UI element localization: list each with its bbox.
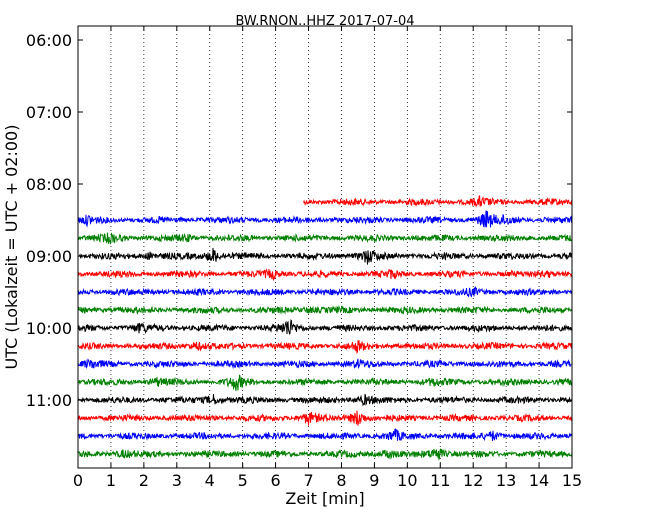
seismogram-trace (303, 194, 573, 207)
y-tick-label: 06:00 (26, 31, 72, 50)
x-tick-label: 9 (369, 471, 379, 490)
x-tick-label: 8 (336, 471, 346, 490)
x-tick-label: 6 (271, 471, 281, 490)
x-tick-label: 3 (172, 471, 182, 490)
x-tick-label: 11 (430, 471, 450, 490)
seismogram-trace (77, 374, 573, 392)
seismogram-trace (77, 319, 573, 335)
y-tick-label: 09:00 (26, 247, 72, 266)
x-tick-label: 4 (205, 471, 215, 490)
seismogram-trace (77, 268, 573, 282)
seismogram-trace (77, 428, 573, 442)
x-axis: 0 1 2 3 4 5 6 7 8 9 10 11 12 13 14 15 (73, 26, 582, 490)
y-axis-label: UTC (Lokalzeit = UTC + 02:00) (2, 125, 21, 370)
seismogram-trace (77, 232, 573, 245)
x-tick-label: 5 (238, 471, 248, 490)
seismogram-trace (77, 210, 573, 228)
y-tick-label: 11:00 (26, 391, 72, 410)
x-tick-label: 12 (463, 471, 483, 490)
seismogram-trace (77, 247, 573, 265)
seismogram-trace (77, 285, 573, 298)
chart-title: BW.RNON..HHZ 2017-07-04 (235, 14, 414, 29)
trace-group (77, 194, 573, 461)
seismogram-trace (78, 304, 573, 316)
x-tick-label: 15 (562, 471, 582, 490)
x-tick-label: 2 (139, 471, 149, 490)
y-tick-label: 08:00 (26, 175, 72, 194)
seismogram-trace (78, 448, 573, 461)
seismogram-trace (77, 358, 573, 370)
plot-frame (77, 25, 573, 469)
x-tick-label: 13 (496, 471, 516, 490)
seismogram-trace (77, 393, 573, 407)
x-tick-label: 1 (106, 471, 116, 490)
y-axis: 06:00 07:00 08:00 09:00 10:00 11:00 (26, 31, 572, 410)
x-tick-label: 10 (397, 471, 417, 490)
x-axis-label: Zeit [min] (285, 489, 364, 508)
x-tick-label: 0 (73, 471, 83, 490)
grid-lines (110, 26, 540, 468)
x-tick-label: 7 (303, 471, 313, 490)
x-tick-label: 14 (529, 471, 549, 490)
seismogram-trace (77, 410, 573, 426)
y-tick-label: 10:00 (26, 319, 72, 338)
y-tick-label: 07:00 (26, 103, 72, 122)
seismogram-trace (77, 340, 573, 355)
